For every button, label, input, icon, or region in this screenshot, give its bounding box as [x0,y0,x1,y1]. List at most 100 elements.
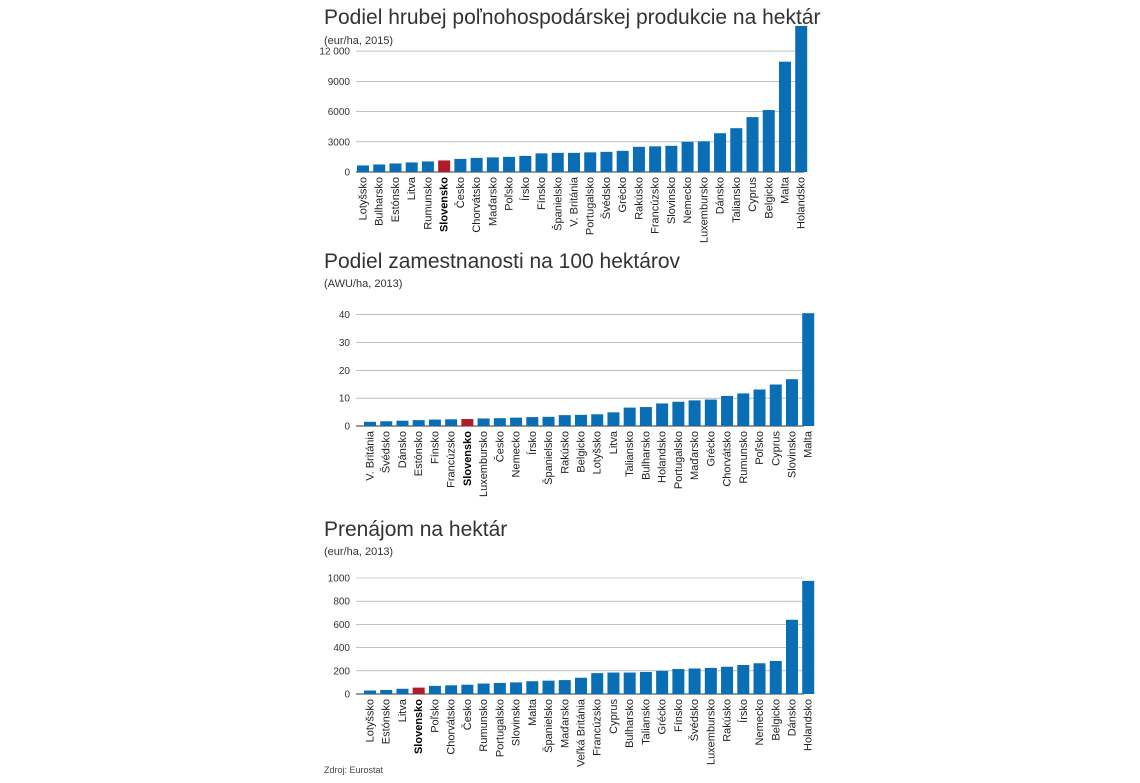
x-tick-label: Dánsko [397,431,409,468]
bar [477,683,490,694]
bar [380,689,393,694]
bar [542,416,555,426]
x-tick-label: Poľsko [754,431,766,465]
bar [721,666,734,694]
y-tick-label: 600 [333,620,350,631]
x-tick-label: Dánsko [786,699,798,736]
x-tick-label: Bulharsko [374,177,386,226]
x-tick-label: V. Británia [365,430,377,481]
bar [623,672,636,694]
bar [721,395,734,426]
bar [396,688,409,694]
bar [486,157,499,172]
x-tick-label: Portugalsko [673,431,685,489]
x-tick-label: Holandsko [803,699,815,751]
x-tick-label: Portugalsko [585,177,597,235]
bar [357,165,369,172]
x-tick-label: Grécko [705,431,717,466]
x-tick-label: Španielsko [551,177,564,231]
bar [591,414,604,426]
bar [438,160,451,172]
bar [688,668,701,694]
x-tick-label: Fínsko [673,699,685,732]
bar [445,419,458,426]
x-tick-label: Slovensko [439,177,451,232]
y-tick-label: 0 [344,690,350,701]
x-tick-label: Taliansko [640,699,652,745]
bar [607,672,620,694]
bar [567,152,580,172]
chart-gross-production: Podiel hrubej poľnohospodárskej produkci… [310,0,830,245]
bar [535,153,548,172]
bar [551,152,564,172]
x-tick-label: Luxembursko [698,177,710,243]
x-tick-label: Cyprus [747,177,759,212]
bar [762,110,775,172]
x-tick-label: Grécko [657,699,669,734]
x-tick-label: Maďarsko [689,431,701,480]
x-tick-label: Lotyšsko [592,431,604,474]
bar [526,681,539,694]
bar [519,155,532,172]
bar [778,61,791,172]
chart-unit: (eur/ha, 2013) [324,546,394,558]
x-tick-label: Rakúsko [633,177,645,220]
bar [697,141,710,172]
x-tick-label: Estónsko [413,431,425,476]
bar [649,146,662,172]
x-tick-label: Fínsko [429,431,441,464]
bar [558,680,571,694]
y-tick-label: 200 [333,666,350,677]
x-tick-label: Švédsko [600,177,613,219]
x-tick-label: Španielsko [542,431,555,485]
x-tick-label: Veľká Británia [575,698,587,767]
y-tick-label: 0 [344,422,350,433]
bar [714,133,727,172]
bar [802,580,815,694]
bar [461,419,474,426]
bar [364,690,376,694]
x-tick-label: Nemecko [754,699,766,745]
bar [753,389,766,426]
x-tick-label: Lotyšsko [358,177,370,220]
x-tick-label: Slovinsko [666,177,678,224]
x-tick-label: Francúzsko [446,431,458,488]
x-tick-label: Maďarsko [559,699,571,748]
x-tick-label: Grécko [617,177,629,212]
bar [396,420,409,426]
bar [639,407,652,426]
bar [454,158,467,172]
chart-unit: (AWU/ha, 2013) [324,278,403,290]
x-tick-label: Chorvátsko [446,699,458,755]
bar [574,414,587,426]
x-tick-label: Poľsko [504,177,516,211]
x-tick-label: Chorvátsko [722,431,734,487]
bar [405,162,418,172]
y-tick-label: 400 [333,643,350,654]
bar [412,687,425,694]
x-tick-label: Litva [397,698,409,722]
bar [665,145,678,172]
bar-chart-employment: 0 10 20 30 40 V. Británia Švédsko Dánsko Estónsk… [339,310,815,497]
chart-unit: (eur/ha, 2015) [324,35,394,47]
bar [704,667,717,694]
bar [730,128,743,172]
bar [616,150,629,172]
bar [656,403,669,426]
x-tick-label: Belgicko [770,699,782,741]
bar [503,156,516,172]
bar [428,685,441,694]
y-tick-label: 6000 [328,107,351,118]
chart-title: Podiel zamestnanosti na 100 hektárov [324,250,681,273]
bar [477,418,490,426]
bar [704,399,717,426]
x-tick-label: Španielsko [542,699,555,753]
bar [600,151,613,172]
x-tick-label: Česko [493,431,506,462]
x-tick-label: Malta [527,698,539,726]
bar [389,163,402,172]
bar [493,418,506,426]
x-tick-label: Chorvátsko [471,177,483,233]
x-tick-label: Česko [461,699,474,730]
x-tick-label: Belgicko [575,431,587,473]
